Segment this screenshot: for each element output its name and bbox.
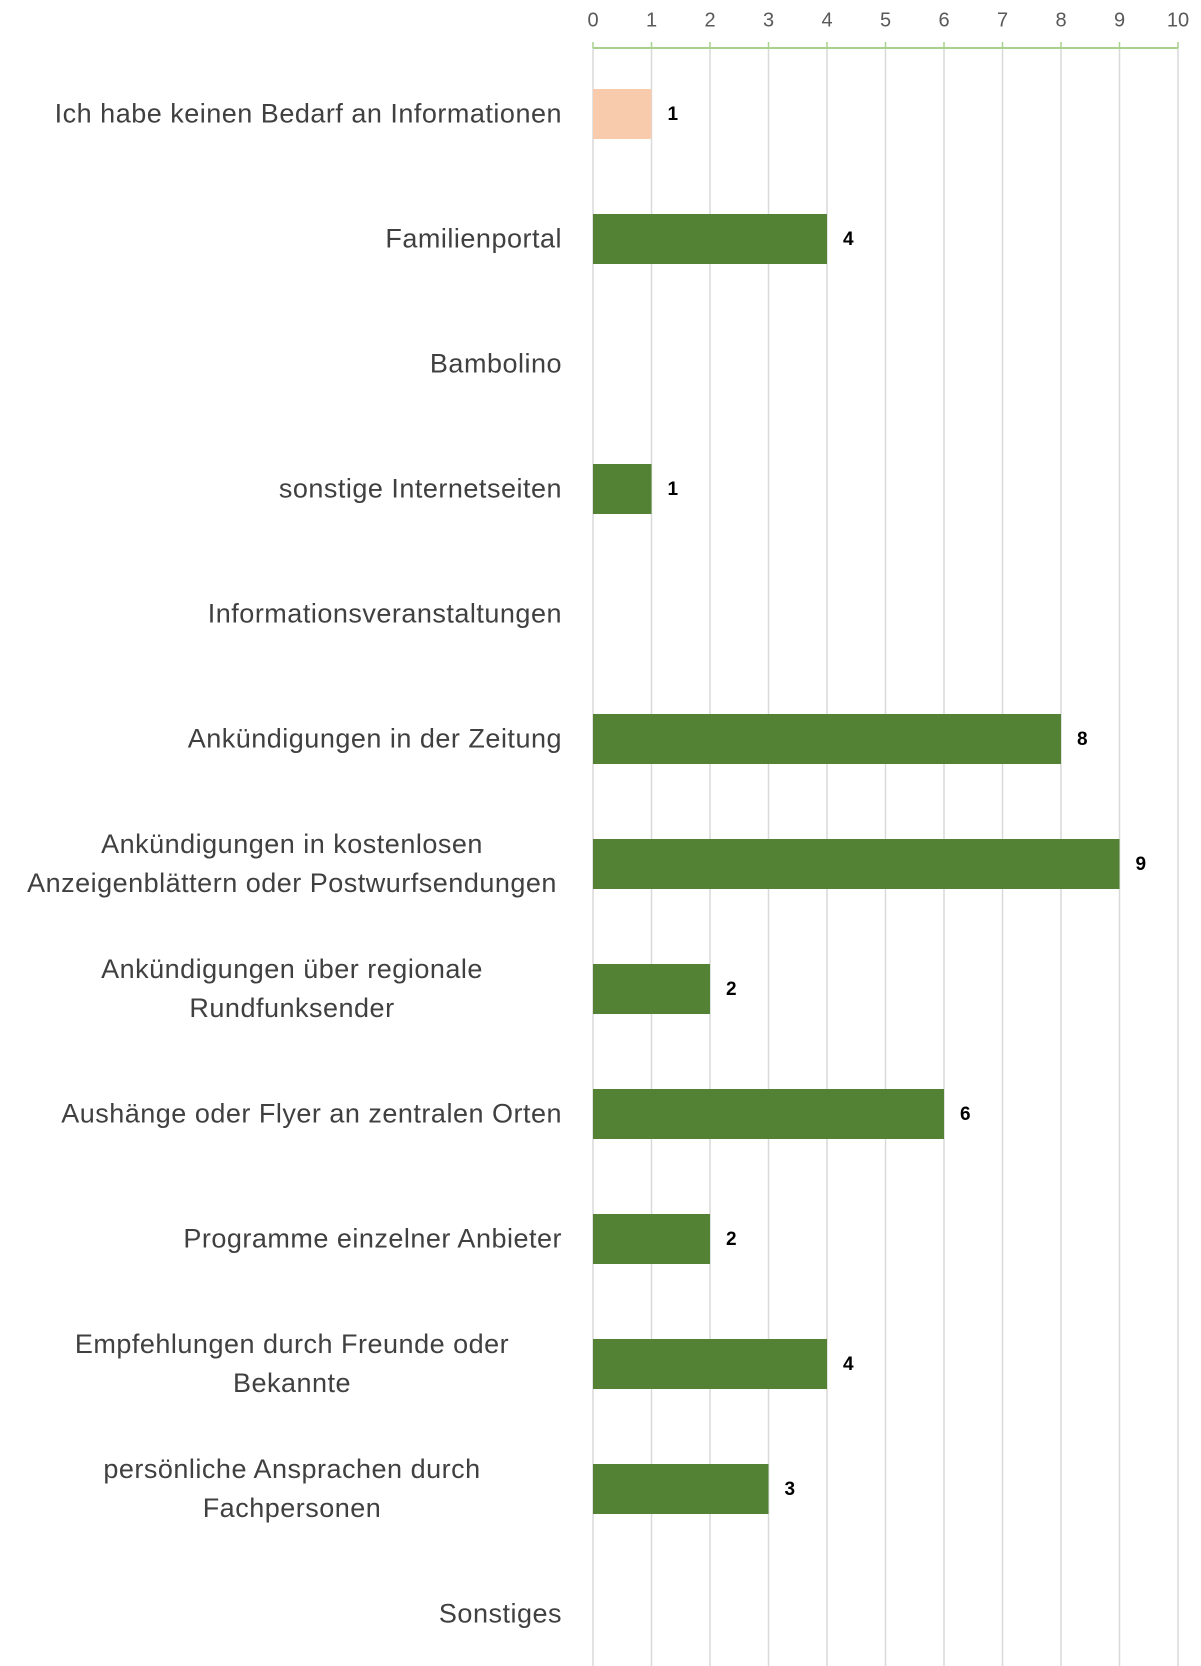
- category-label-box: Bambolino: [0, 345, 562, 384]
- y-tick-label: Ankündigungen über regionale Rundfunksen…: [101, 954, 483, 1023]
- x-tick-label: 6: [938, 9, 949, 31]
- bar: [593, 464, 652, 514]
- data-label: 9: [1136, 854, 1147, 875]
- y-tick-label: Informationsveranstaltungen: [207, 598, 562, 629]
- x-tick-label: 10: [1167, 9, 1189, 31]
- data-label: 1: [668, 104, 679, 125]
- category-label-box: Sonstiges: [0, 1595, 562, 1634]
- category-label-box: Aushänge oder Flyer an zentralen Orten: [0, 1095, 562, 1134]
- x-tick-label: 8: [1055, 9, 1066, 31]
- x-tick-label: 9: [1114, 9, 1125, 31]
- bar: [593, 839, 1120, 889]
- x-tick-label: 5: [880, 9, 891, 31]
- y-tick-label: Programme einzelner Anbieter: [183, 1223, 562, 1254]
- y-tick-label: sonstige Internetseiten: [278, 473, 562, 504]
- y-tick-label: Bambolino: [429, 348, 562, 379]
- data-label: 2: [726, 979, 737, 1000]
- category-label-box: Ankündigungen in kostenlosen Anzeigenblä…: [0, 825, 562, 903]
- bar: [593, 1089, 944, 1139]
- category-label-box: Ich habe keinen Bedarf an Informationen: [0, 95, 562, 134]
- x-tick-label: 2: [704, 9, 715, 31]
- y-tick-label: Familienportal: [385, 223, 562, 254]
- data-label: 8: [1077, 729, 1088, 750]
- x-tick-label: 1: [646, 9, 657, 31]
- data-label: 3: [785, 1479, 796, 1500]
- bar: [593, 1214, 710, 1264]
- y-tick-label: Ankündigungen in der Zeitung: [187, 723, 562, 754]
- category-label-box: sonstige Internetseiten: [0, 470, 562, 509]
- data-label: 4: [843, 229, 854, 250]
- bar: [593, 1339, 827, 1389]
- bar: [593, 214, 827, 264]
- y-tick-label: Empfehlungen durch Freunde oder Bekannte: [74, 1329, 510, 1398]
- data-label: 6: [960, 1104, 971, 1125]
- category-label-box: Programme einzelner Anbieter: [0, 1220, 562, 1259]
- y-tick-label: Sonstiges: [438, 1598, 562, 1629]
- y-tick-label: persönliche Ansprachen durch Fachpersone…: [103, 1454, 481, 1523]
- x-tick-label: 0: [587, 9, 598, 31]
- data-label: 2: [726, 1229, 737, 1250]
- category-label-box: Familienportal: [0, 220, 562, 259]
- data-label: 4: [843, 1354, 854, 1375]
- bar: [593, 89, 652, 139]
- bar: [593, 1464, 769, 1514]
- category-label-box: Empfehlungen durch Freunde oder Bekannte: [0, 1325, 562, 1403]
- y-tick-label: Ich habe keinen Bedarf an Informationen: [54, 98, 562, 129]
- data-label: 1: [668, 479, 679, 500]
- x-tick-label: 3: [763, 9, 774, 31]
- category-label-box: Informationsveranstaltungen: [0, 595, 562, 634]
- category-label-box: Ankündigungen in der Zeitung: [0, 720, 562, 759]
- bar: [593, 964, 710, 1014]
- category-label-box: Ankündigungen über regionale Rundfunksen…: [0, 950, 562, 1028]
- bar: [593, 714, 1061, 764]
- x-tick-label: 7: [997, 9, 1008, 31]
- category-label-box: persönliche Ansprachen durch Fachpersone…: [0, 1450, 562, 1528]
- y-tick-label: Ankündigungen in kostenlosen Anzeigenblä…: [27, 829, 557, 898]
- x-tick-label: 4: [821, 9, 832, 31]
- y-tick-label: Aushänge oder Flyer an zentralen Orten: [61, 1098, 562, 1129]
